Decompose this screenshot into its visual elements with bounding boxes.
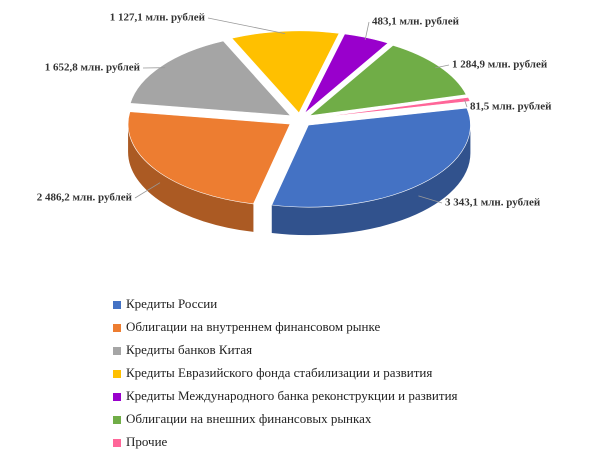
legend-label: Кредиты Евразийского фонда стабилизации … [126,365,432,380]
legend-label: Прочие [126,434,168,449]
legend-label: Облигации на внутреннем финансовом рынке [126,319,380,334]
legend-label: Кредиты Международного банка реконструкц… [126,388,458,403]
slice [231,30,340,114]
legend-swatch [113,301,121,309]
legend-label: Облигации на внешних финансовых рынках [126,411,372,426]
value-label: 483,1 млн. рублей [372,16,460,28]
legend-swatch [113,324,121,332]
value-label: 1 284,9 млн. рублей [452,59,548,71]
legend-swatch [113,393,121,401]
value-label: 3 343,1 млн. рублей [445,197,541,209]
slice-side [271,125,471,236]
legend-label: Кредиты России [126,296,217,311]
value-label: 2 486,2 млн. рублей [37,192,133,204]
value-label: 1 127,1 млн. рублей [110,12,206,24]
legend-swatch [113,416,121,424]
leader-line [435,64,450,69]
leader-line [464,99,468,108]
slice [304,33,389,114]
slice [308,45,467,117]
legend-swatch [113,347,121,355]
slice [127,111,291,205]
leader-line [134,182,161,199]
legend-swatch [113,439,121,447]
leader-line [364,21,370,41]
slice [129,40,292,117]
legend-label: Кредиты банков Китая [126,342,252,357]
slice [271,107,471,208]
slice [311,97,471,119]
slice-side [128,124,254,232]
legend-swatch [113,370,121,378]
value-label: 81,5 млн. рублей [470,101,552,113]
leader-line [207,17,286,34]
leader-line [418,195,443,204]
value-label: 1 652,8 млн. рублей [45,62,141,74]
